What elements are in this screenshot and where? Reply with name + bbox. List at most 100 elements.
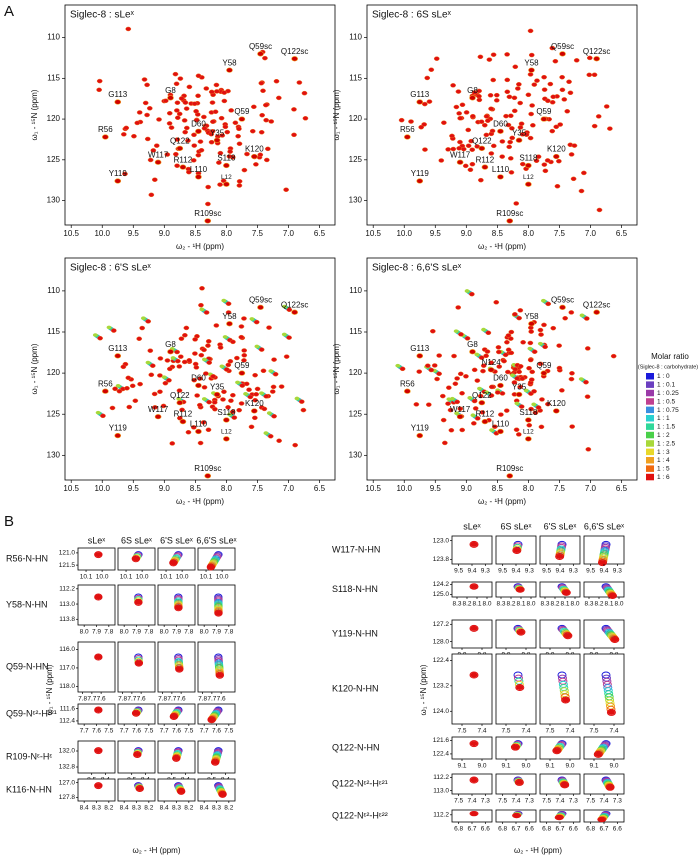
background-peak bbox=[161, 375, 167, 379]
background-peak bbox=[258, 347, 265, 352]
background-peak bbox=[253, 319, 260, 325]
background-peak bbox=[283, 187, 289, 192]
assigned-peak bbox=[469, 349, 476, 355]
background-peak bbox=[199, 286, 205, 291]
background-peak bbox=[493, 92, 500, 98]
background-peak bbox=[399, 366, 406, 372]
peak-label: Q59sc bbox=[551, 42, 574, 51]
x-tick-label: 8.5 bbox=[190, 484, 202, 493]
mini-spectrum bbox=[583, 619, 625, 649]
background-peak bbox=[569, 424, 576, 429]
background-peak bbox=[249, 317, 255, 321]
background-peak bbox=[442, 440, 448, 446]
assigned-peak bbox=[257, 51, 264, 57]
background-peak bbox=[236, 183, 243, 188]
x-tick-label: 6.6 bbox=[481, 826, 490, 833]
background-peak bbox=[144, 112, 150, 118]
background-peak bbox=[512, 312, 518, 317]
background-peak bbox=[557, 122, 564, 127]
mini-peak bbox=[94, 707, 102, 713]
mini-spectrum bbox=[451, 619, 493, 649]
x-tick-label: 8.1 bbox=[604, 601, 613, 608]
y-axis-label: ω₁ - ¹⁵N (ppm) bbox=[332, 89, 341, 140]
background-peak bbox=[173, 81, 180, 87]
mini-peak bbox=[561, 696, 571, 704]
spectrum-frame bbox=[366, 257, 638, 481]
y-tick-label: 128.0 bbox=[433, 638, 450, 645]
background-peak bbox=[166, 121, 173, 126]
mini-peak bbox=[216, 672, 224, 678]
background-peak bbox=[431, 363, 438, 368]
background-peak bbox=[532, 410, 539, 416]
background-peak bbox=[436, 353, 443, 358]
background-peak bbox=[504, 89, 511, 95]
x-tick-label: 9.5 bbox=[454, 568, 463, 575]
background-peak bbox=[266, 411, 272, 415]
x-tick-label: 8.0 bbox=[221, 484, 233, 493]
mini-peak bbox=[512, 812, 522, 819]
mini-spectrum bbox=[451, 535, 493, 565]
x-tick-label: 7.5 bbox=[554, 229, 566, 238]
background-peak bbox=[190, 425, 197, 430]
background-peak bbox=[147, 157, 154, 163]
assigned-peak bbox=[416, 99, 424, 105]
x-tick-label: 7.5 bbox=[224, 728, 233, 735]
peak-label: R109sc bbox=[496, 209, 523, 218]
peak-label: R109sc bbox=[194, 209, 221, 218]
background-peak bbox=[191, 101, 198, 106]
background-peak bbox=[198, 147, 205, 153]
column-header: 6,6'S sLeˣ bbox=[584, 521, 624, 531]
mini-peak bbox=[552, 747, 562, 755]
x-tick-label: 7.3 bbox=[525, 798, 534, 805]
assigned-peak bbox=[114, 433, 122, 439]
background-peak bbox=[438, 158, 445, 163]
background-peak bbox=[212, 109, 219, 115]
background-peak bbox=[512, 64, 519, 70]
x-tick-label: 7.8 bbox=[158, 696, 167, 703]
background-peak bbox=[452, 381, 459, 386]
background-peak bbox=[236, 179, 243, 184]
x-tick-label: 7.7 bbox=[200, 728, 209, 735]
background-peak bbox=[182, 129, 188, 135]
background-peak bbox=[298, 399, 305, 404]
background-peak bbox=[258, 80, 265, 86]
background-peak bbox=[300, 407, 307, 413]
background-peak bbox=[469, 113, 476, 119]
mini-peak bbox=[208, 717, 216, 723]
x-tick-label: 8.2 bbox=[104, 805, 113, 812]
x-tick-label: 9.5 bbox=[586, 568, 595, 575]
background-peak bbox=[192, 351, 198, 356]
assigned-peak bbox=[515, 391, 523, 398]
assigned-peak bbox=[167, 349, 174, 355]
spectrum-title: Siglec-8 : 6S sLeˣ bbox=[372, 10, 452, 21]
mini-peak bbox=[133, 751, 141, 757]
legend-swatch bbox=[646, 440, 654, 447]
background-peak bbox=[583, 379, 589, 385]
mini-peak bbox=[554, 814, 564, 821]
y-tick-label: 121.6 bbox=[433, 737, 450, 744]
background-peak bbox=[509, 373, 515, 378]
background-peak bbox=[501, 358, 507, 364]
background-peak bbox=[176, 111, 183, 117]
background-peak bbox=[151, 177, 158, 182]
peak-label: R109sc bbox=[194, 464, 221, 473]
x-tick-label: 7.5 bbox=[542, 798, 551, 805]
mini-peak bbox=[131, 709, 141, 717]
y-tick-label: 121.5 bbox=[59, 562, 76, 569]
x-tick-label: 8.3 bbox=[452, 601, 461, 608]
row-label: R109-Nᵋ-Hᵋ bbox=[6, 751, 52, 761]
x-tick-label: 7.4 bbox=[521, 728, 530, 735]
background-peak bbox=[193, 117, 200, 123]
background-peak bbox=[445, 401, 451, 406]
background-peak bbox=[465, 127, 472, 133]
background-peak bbox=[505, 333, 512, 338]
background-peak bbox=[164, 358, 171, 363]
x-tick-label: 10.1 bbox=[160, 574, 173, 581]
background-peak bbox=[198, 352, 205, 358]
x-tick-label: 8.3 bbox=[132, 805, 141, 812]
background-peak bbox=[457, 371, 464, 377]
x-tick-label: 10.0 bbox=[216, 574, 229, 581]
mini-peak bbox=[516, 684, 524, 690]
background-peak bbox=[178, 96, 185, 101]
background-peak bbox=[485, 330, 492, 336]
